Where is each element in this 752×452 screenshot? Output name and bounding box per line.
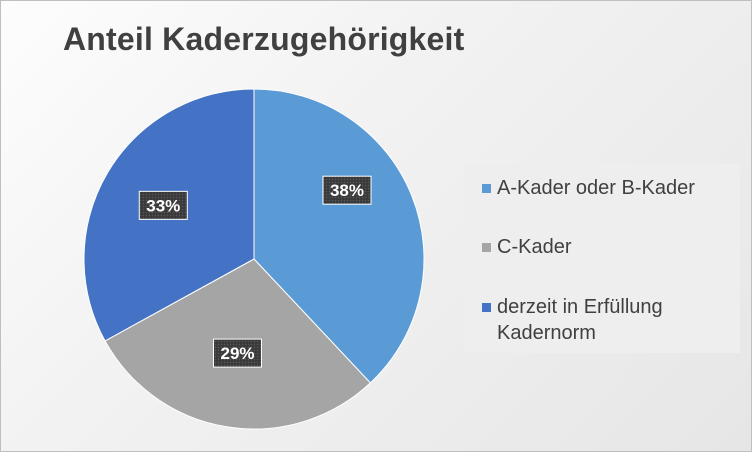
data-label-box: [322, 175, 372, 205]
data-label: 29%: [213, 338, 263, 368]
data-label-box: [138, 190, 188, 220]
chart-title: Anteil Kaderzugehörigkeit: [63, 21, 465, 57]
legend-item-a-b-kader: A-Kader oder B-Kader: [482, 175, 737, 201]
legend-label: derzeit in Erfüllung Kadernorm: [497, 296, 663, 344]
legend-swatch: [482, 243, 491, 252]
legend-item-c-kader: C-Kader: [482, 234, 737, 260]
data-label-text: 38%: [330, 181, 364, 200]
legend-label: A-Kader oder B-Kader: [497, 177, 695, 199]
legend-swatch: [482, 184, 491, 193]
data-label-text: 33%: [146, 196, 180, 215]
legend-label: C-Kader: [497, 236, 572, 258]
legend-item-kadernorm: derzeit in Erfüllung Kadernorm: [482, 294, 737, 346]
legend: A-Kader oder B-Kader C-Kader derzeit in …: [464, 164, 740, 353]
legend-swatch: [482, 303, 491, 312]
data-label-box: [213, 338, 263, 368]
data-label: 38%: [322, 175, 372, 205]
data-label: 33%: [138, 190, 188, 220]
data-label-text: 29%: [220, 344, 254, 363]
pie-slice: [253, 88, 425, 384]
